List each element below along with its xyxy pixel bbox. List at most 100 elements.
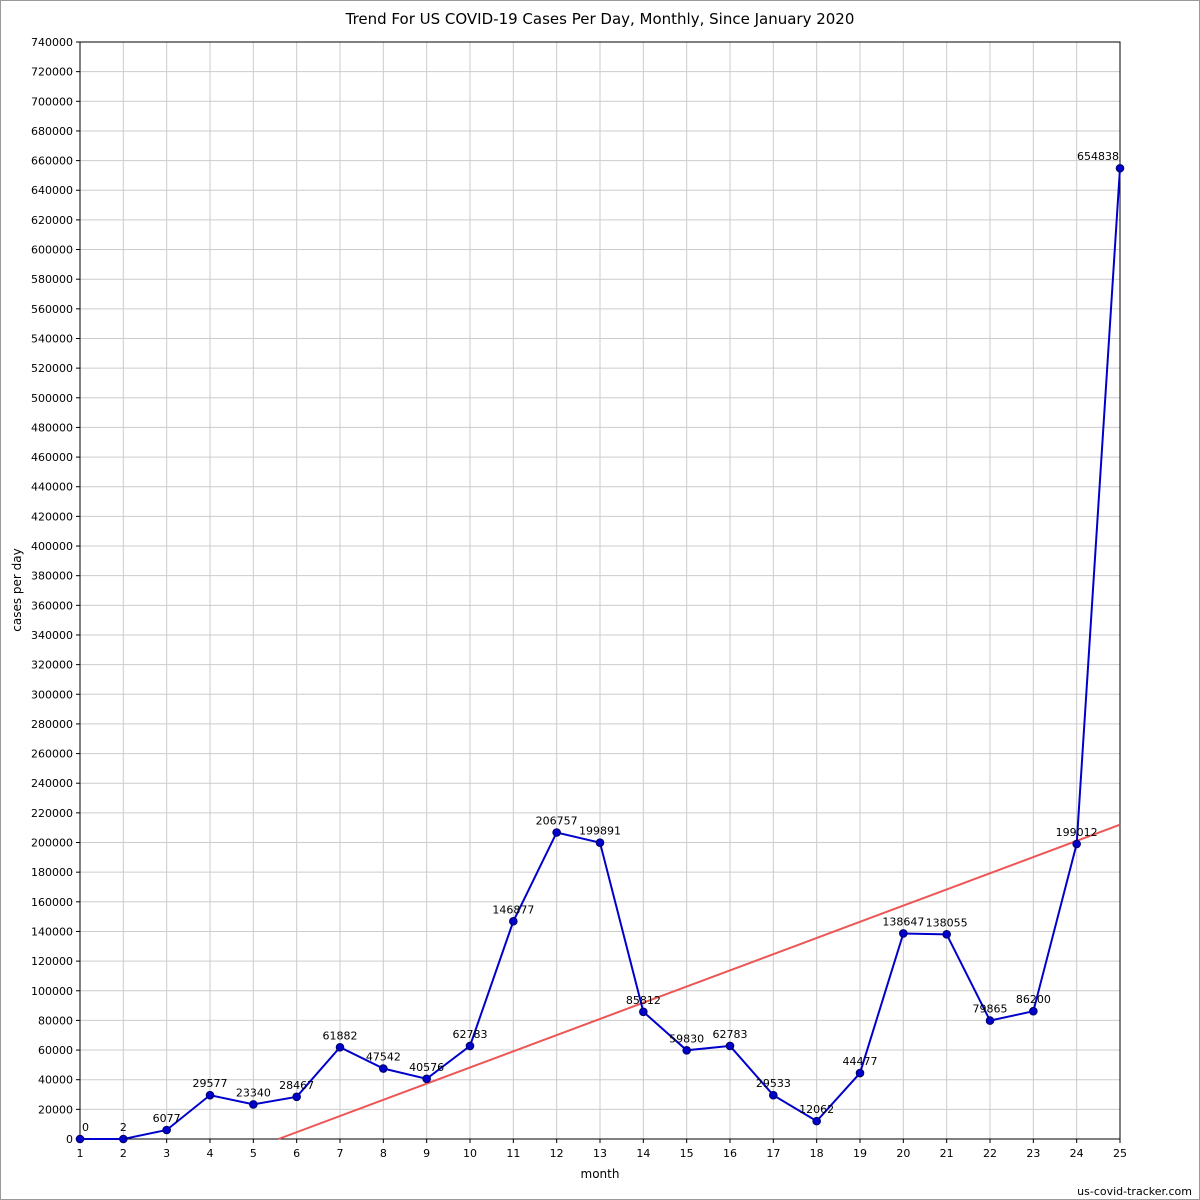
- y-tick-label: 640000: [31, 184, 73, 197]
- x-axis: 1 2 3 4 5 6 7 8 9 10 11 12 13 14 15 16 17 18 19 20 21 22 23 24 2…: [77, 1139, 1127, 1160]
- data-label: 47542: [366, 1051, 401, 1064]
- chart-title: Trend For US COVID-19 Cases Per Day, Mon…: [345, 10, 855, 28]
- y-tick-label: 40000: [38, 1074, 73, 1087]
- x-tick-label: 8: [380, 1147, 387, 1160]
- data-point: [985, 1016, 995, 1025]
- x-tick-label: 19: [853, 1147, 867, 1160]
- data-label: 199891: [579, 825, 621, 838]
- data-point: [205, 1090, 215, 1100]
- x-tick-label: 14: [636, 1147, 650, 1160]
- data-label: 29533: [756, 1077, 791, 1090]
- y-tick-label: 720000: [31, 66, 73, 79]
- data-label: 199012: [1056, 826, 1098, 839]
- x-tick-label: 24: [1070, 1147, 1084, 1160]
- y-tick-label: 280000: [31, 718, 73, 731]
- data-point: [379, 1064, 388, 1073]
- x-tick-label: 13: [593, 1147, 607, 1160]
- data-point: [249, 1100, 258, 1109]
- data-label: 59830: [669, 1032, 704, 1045]
- y-tick-label: 460000: [31, 451, 73, 464]
- y-tick-label: 80000: [38, 1014, 73, 1027]
- y-tick-label: 300000: [31, 688, 73, 701]
- data-label: 138647: [882, 915, 924, 928]
- x-tick-label: 5: [250, 1147, 257, 1160]
- data-point: [595, 838, 605, 847]
- x-tick-label: 1: [77, 1147, 84, 1160]
- data-label: 62783: [713, 1028, 748, 1041]
- data-label: 44477: [843, 1055, 878, 1068]
- data-label: 0: [82, 1121, 89, 1134]
- data-label: 138055: [926, 916, 968, 929]
- y-tick-label: 340000: [31, 629, 73, 642]
- data-label: 79865: [973, 1003, 1008, 1016]
- data-label: 23340: [236, 1086, 271, 1099]
- y-tick-label: 400000: [31, 540, 73, 553]
- y-tick-label: 100000: [31, 985, 73, 998]
- y-tick-label: 120000: [31, 955, 73, 968]
- x-tick-label: 17: [766, 1147, 780, 1160]
- y-tick-label: 260000: [31, 748, 73, 761]
- footer-site-label: us-covid-tracker.com: [1077, 1185, 1192, 1198]
- data-point: [855, 1068, 865, 1078]
- y-tick-label: 360000: [31, 599, 73, 612]
- y-tick-label: 240000: [31, 777, 73, 790]
- y-tick-label: 600000: [31, 244, 73, 257]
- y-tick-label: 580000: [31, 273, 73, 286]
- data-point: [552, 828, 561, 837]
- trendline-group: [278, 823, 1121, 1140]
- data-label: 206757: [536, 814, 578, 827]
- data-label: 28467: [279, 1079, 314, 1092]
- y-tick-label: 140000: [31, 925, 73, 938]
- y-tick-label: 320000: [31, 659, 73, 672]
- y-tick-label: 700000: [31, 95, 73, 108]
- x-tick-label: 12: [550, 1147, 564, 1160]
- data-point: [812, 1116, 821, 1126]
- y-tick-label: 0: [66, 1133, 73, 1146]
- data-label: 61882: [323, 1029, 358, 1042]
- y-tick-label: 220000: [31, 807, 73, 820]
- data-point: [292, 1092, 301, 1102]
- data-point: [75, 1134, 85, 1144]
- y-tick-label: 380000: [31, 570, 73, 583]
- x-tick-label: 20: [896, 1147, 910, 1160]
- data-point: [509, 916, 518, 926]
- data-point: [1115, 163, 1125, 173]
- data-label: 12062: [799, 1103, 834, 1116]
- x-tick-label: 23: [1026, 1147, 1040, 1160]
- data-label: 29577: [193, 1077, 228, 1090]
- x-tick-label: 18: [810, 1147, 824, 1160]
- x-tick-label: 3: [163, 1147, 170, 1160]
- data-point: [422, 1074, 431, 1084]
- x-axis-title: month: [581, 1167, 620, 1181]
- y-tick-label: 20000: [38, 1103, 73, 1116]
- data-point: [639, 1007, 648, 1017]
- x-tick-label: 11: [506, 1147, 520, 1160]
- data-label: 40576: [409, 1061, 444, 1074]
- data-label: 2: [120, 1121, 127, 1134]
- data-label: 6077: [153, 1112, 181, 1125]
- y-tick-label: 420000: [31, 510, 73, 523]
- y-tick-label: 540000: [31, 332, 73, 345]
- x-tick-label: 22: [983, 1147, 997, 1160]
- data-point: [942, 930, 951, 939]
- x-tick-label: 4: [207, 1147, 214, 1160]
- x-tick-label: 6: [293, 1147, 300, 1160]
- x-tick-label: 21: [940, 1147, 954, 1160]
- data-label: 86200: [1016, 993, 1051, 1006]
- trendline: [278, 823, 1121, 1140]
- data-label: 85812: [626, 994, 661, 1007]
- data-point: [162, 1125, 171, 1135]
- data-labels: 0 2 6077 29577 23340 28467 61882 47542 40576 6278…: [82, 150, 1119, 1134]
- y-tick-label: 60000: [38, 1044, 73, 1057]
- data-point: [335, 1042, 345, 1052]
- data-label: 654838: [1077, 150, 1119, 163]
- x-tick-label: 16: [723, 1147, 737, 1160]
- grid-lines: [79, 41, 1121, 1140]
- y-axis-title: cases per day: [10, 548, 24, 631]
- y-tick-label: 520000: [31, 362, 73, 375]
- y-tick-label: 660000: [31, 155, 73, 168]
- y-tick-label: 680000: [31, 125, 73, 138]
- data-label: 146877: [492, 903, 534, 916]
- data-point: [899, 929, 908, 938]
